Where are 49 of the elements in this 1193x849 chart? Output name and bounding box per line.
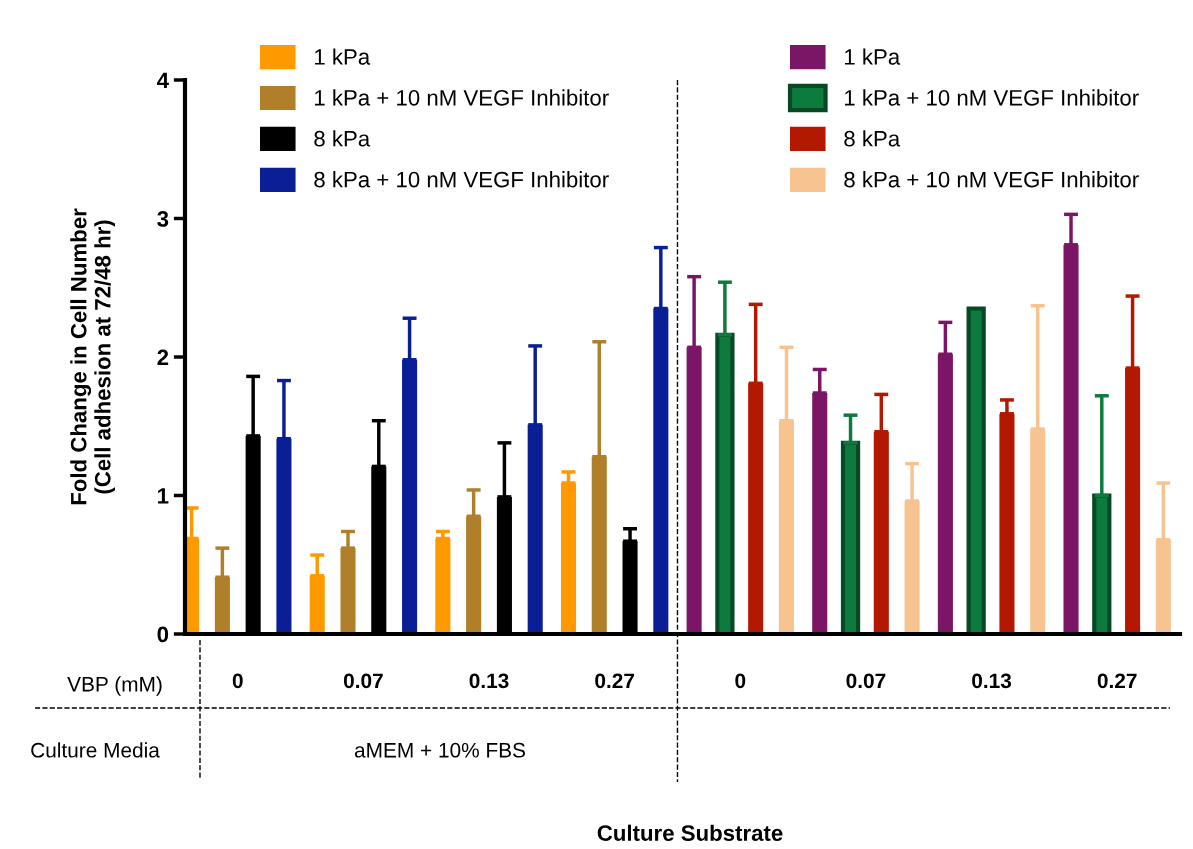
bar (560, 483, 577, 634)
bar (653, 308, 669, 634)
y-axis-title: Fold Change in Cell Number (Cell adhesion at 72/48 hr) (70, 208, 115, 505)
legend-label: 8 kPa + 10 nM VEGF Inhibitor (844, 171, 1139, 188)
y-tick-label: 1 (158, 488, 169, 504)
x-tick-label: 0 (232, 673, 243, 689)
bar (1063, 244, 1079, 634)
bar (748, 383, 764, 634)
legend-label: 1 kPa + 10 nM VEGF Inhibitor (845, 89, 1139, 106)
bar (527, 424, 543, 634)
bar (276, 438, 292, 634)
legend-label: 8 kPa + 10 nM VEGF Inhibitor (314, 171, 609, 188)
text: VBP (mM) (67, 676, 162, 696)
bar (435, 538, 451, 634)
bar (1125, 368, 1141, 634)
x-tick-label: 0.27 (595, 673, 635, 689)
text: Culture Media (31, 742, 160, 758)
y-tick-label: 2 (157, 349, 169, 366)
y-tick-label: 3 (157, 211, 169, 227)
bar (340, 548, 356, 634)
x-tick-label: 0.13 (469, 673, 509, 689)
bar (214, 577, 230, 634)
legend-label: 1 kPa (845, 48, 901, 65)
y-tick-label: 4 (157, 72, 169, 89)
bar (937, 354, 953, 634)
legend-label: 8 kPa (314, 130, 371, 147)
bar (778, 420, 794, 634)
text: Culture Substrate (597, 824, 783, 841)
bar (904, 501, 920, 634)
bar (999, 413, 1015, 634)
bar (1155, 539, 1171, 634)
x-tick-label: 0.07 (343, 673, 383, 689)
x-tick-label: 0.13 (972, 673, 1012, 689)
x-tick-label: 0.27 (1097, 673, 1137, 689)
legend-label: 1 kPa (315, 48, 371, 65)
bar (591, 456, 607, 634)
text: aMEM + 10% FBS (354, 742, 526, 758)
legend-label: 1 kPa + 10 nM VEGF Inhibitor (315, 89, 609, 106)
bar (466, 516, 482, 634)
x-tick-label: 0 (735, 673, 746, 689)
bar (309, 575, 325, 634)
bar (402, 359, 418, 634)
legend-label: 8 kPa (844, 130, 901, 147)
x-tick-label: 0.07 (846, 673, 886, 689)
bar (1030, 429, 1046, 634)
y-tick-label: 0 (157, 626, 169, 643)
bar (812, 393, 828, 634)
bar (873, 431, 889, 634)
bar (686, 347, 702, 634)
